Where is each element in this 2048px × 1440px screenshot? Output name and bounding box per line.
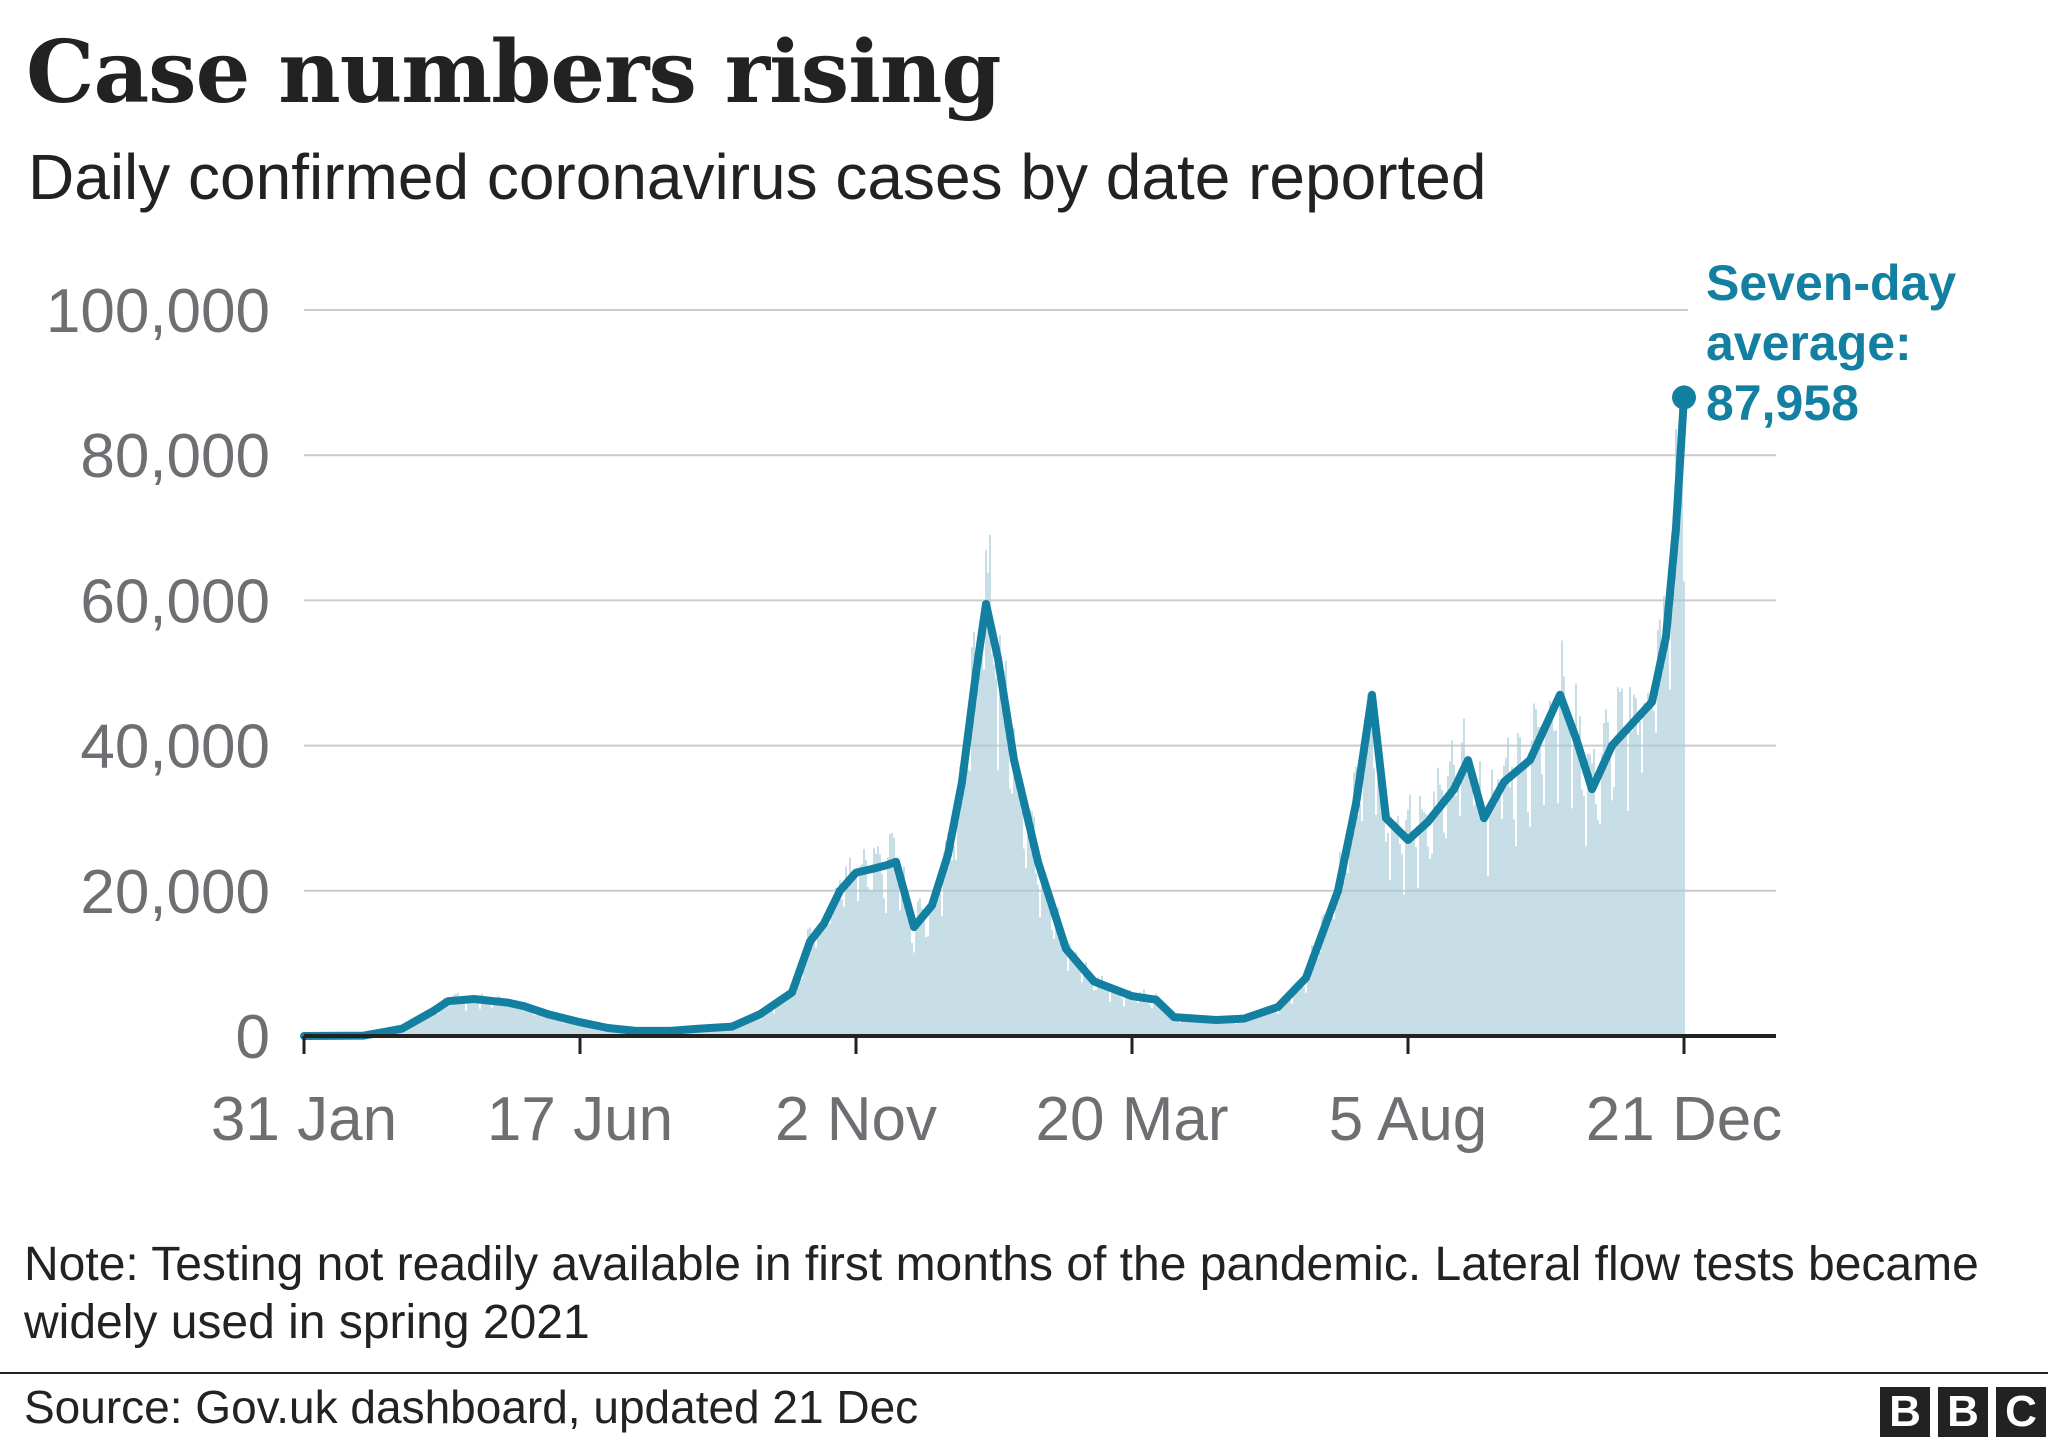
chart-subtitle: Daily confirmed coronavirus cases by dat… bbox=[28, 141, 1487, 213]
x-tick-label: 21 Dec bbox=[1586, 1085, 1782, 1154]
y-tick-label: 40,000 bbox=[80, 713, 270, 782]
daily-case-bars bbox=[305, 428, 1685, 1036]
y-tick-label: 100,000 bbox=[46, 277, 270, 346]
axes bbox=[302, 1034, 1776, 1054]
chart-title: Case numbers rising bbox=[26, 22, 1002, 123]
annotation-line: 87,958 bbox=[1706, 375, 1859, 431]
bbc-logo: B B C bbox=[1880, 1387, 2046, 1437]
x-tick-label: 2 Nov bbox=[775, 1085, 937, 1154]
y-tick-label: 60,000 bbox=[80, 567, 270, 636]
logo-letter: B bbox=[1938, 1387, 1988, 1437]
source-text: Source: Gov.uk dashboard, updated 21 Dec bbox=[24, 1381, 919, 1433]
seven-day-average-layer bbox=[300, 393, 1688, 1040]
latest-value-annotation: Seven-day average: 87,958 bbox=[1706, 255, 1956, 431]
gridlines bbox=[304, 309, 1776, 892]
footer-divider bbox=[0, 1372, 2048, 1374]
x-tick-label: 20 Mar bbox=[1036, 1085, 1229, 1154]
logo-letter: B bbox=[1880, 1387, 1930, 1437]
latest-value-dot bbox=[1672, 385, 1696, 410]
annotation-line: Seven-day bbox=[1706, 255, 1956, 311]
x-tick-label: 31 Jan bbox=[211, 1085, 397, 1154]
y-tick-label: 0 bbox=[236, 1003, 270, 1072]
x-tick-label: 5 Aug bbox=[1329, 1085, 1488, 1154]
tick-labels: 0 20,000 40,000 60,000 80,000 100,000 31 Jan 17… bbox=[46, 277, 1782, 1154]
annotation-layer: Seven-day average: 87,958 bbox=[1672, 255, 1956, 431]
y-tick-label: 20,000 bbox=[80, 858, 270, 927]
seven-day-average-line bbox=[300, 393, 1688, 1040]
x-tick-label: 17 Jun bbox=[487, 1085, 673, 1154]
logo-letter: C bbox=[1996, 1387, 2046, 1437]
footnote: Note: Testing not readily available in f… bbox=[24, 1238, 1979, 1349]
y-tick-label: 80,000 bbox=[80, 422, 270, 491]
line-chart: 0 20,000 40,000 60,000 80,000 100,000 31 Jan 17… bbox=[46, 255, 1956, 1154]
annotation-line: average: bbox=[1706, 315, 1912, 371]
